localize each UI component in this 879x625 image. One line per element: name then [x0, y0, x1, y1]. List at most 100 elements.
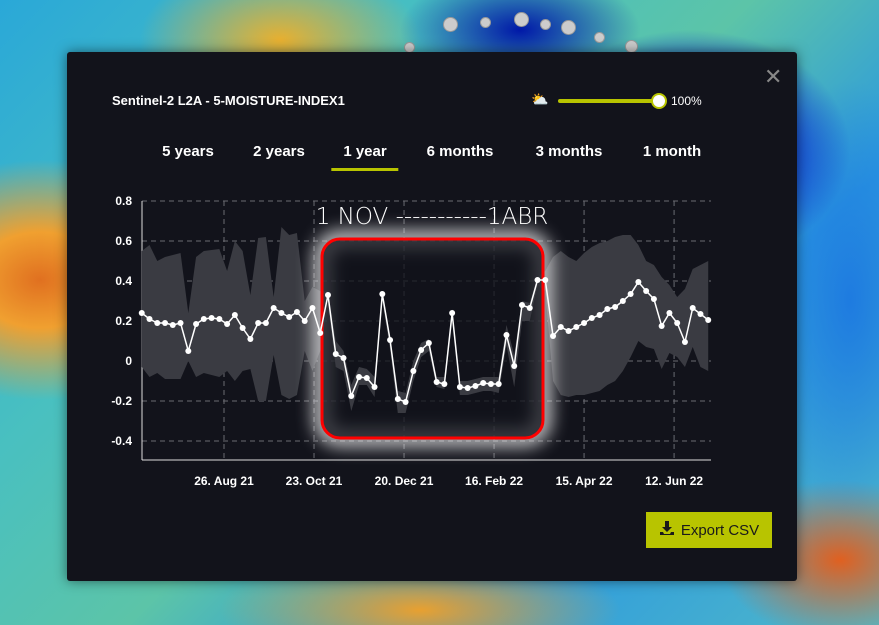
slider-handle[interactable] [651, 93, 667, 109]
data-point [674, 320, 681, 326]
data-point [231, 312, 238, 318]
data-point [550, 333, 557, 339]
data-point [262, 320, 269, 326]
close-icon[interactable]: ✕ [764, 64, 783, 89]
cloud-sun-icon: ⛅ [531, 91, 549, 107]
min-max-band [141, 227, 709, 413]
data-point [177, 320, 184, 326]
tab-3-months[interactable]: 3 months [535, 143, 603, 160]
cloud-coverage-slider[interactable] [558, 99, 658, 103]
data-point [340, 355, 347, 361]
data-point [224, 321, 231, 327]
data-point [293, 309, 300, 315]
data-point [464, 385, 471, 391]
data-point [278, 310, 285, 316]
data-point [146, 316, 153, 322]
x-tick-label: 26. Aug 21 [194, 474, 254, 488]
export-csv-button[interactable]: Export CSV [646, 512, 772, 548]
export-csv-label: Export CSV [680, 521, 760, 539]
data-point [604, 306, 611, 312]
data-point [138, 310, 145, 316]
data-point [449, 310, 456, 316]
data-point [565, 328, 572, 334]
x-tick-label: 16. Feb 22 [465, 474, 523, 488]
dialog-title: Sentinel-2 L2A - 5-MOISTURE-INDEX1 [112, 93, 345, 108]
map-vertex[interactable] [443, 17, 458, 32]
y-tick-label: -0.2 [111, 394, 132, 408]
data-point [534, 277, 541, 283]
data-point [596, 312, 603, 318]
data-point [216, 316, 223, 322]
download-icon [659, 520, 675, 540]
data-point [208, 315, 215, 321]
data-point [666, 310, 673, 316]
data-point [705, 317, 712, 323]
annotation-text: 1 NOV -----------1ABR [316, 204, 549, 230]
x-tick-label: 15. Apr 22 [556, 474, 613, 488]
tab-5-years[interactable]: 5 years [162, 143, 214, 160]
data-point [526, 305, 533, 311]
map-vertex[interactable] [540, 19, 551, 30]
y-tick-label: 0.6 [115, 234, 132, 248]
map-vertex[interactable] [514, 12, 529, 27]
data-point [472, 383, 479, 389]
tab-6-months[interactable]: 6 months [426, 143, 494, 160]
y-tick-label: 0.2 [115, 314, 132, 328]
data-point [379, 291, 386, 297]
data-point [588, 315, 595, 321]
data-point [239, 325, 246, 331]
data-point [650, 296, 657, 302]
data-point [487, 381, 494, 387]
y-tick-label: 0.4 [115, 274, 132, 288]
x-tick-label: 23. Oct 21 [286, 474, 343, 488]
data-point [193, 321, 200, 327]
data-point [154, 320, 161, 326]
data-point [480, 380, 487, 386]
data-point [557, 324, 564, 330]
data-point [441, 381, 448, 387]
data-point [286, 314, 293, 320]
data-point [511, 363, 518, 369]
data-point [643, 288, 650, 294]
tab-2-years[interactable]: 2 years [253, 143, 305, 160]
data-point [162, 320, 169, 326]
data-point [200, 316, 207, 322]
data-point [324, 292, 331, 298]
data-point [247, 336, 254, 342]
data-point [332, 351, 339, 357]
data-point [410, 368, 417, 374]
data-point [681, 339, 688, 345]
data-point [418, 347, 425, 353]
data-point [542, 277, 549, 283]
map-vertex[interactable] [561, 20, 576, 35]
data-point [581, 320, 588, 326]
y-tick-label: 0.8 [115, 194, 132, 208]
data-point [270, 305, 277, 311]
data-point [518, 302, 525, 308]
tab-1-month[interactable]: 1 month [642, 143, 702, 160]
data-point [402, 399, 409, 405]
data-point [301, 318, 308, 324]
data-point [495, 381, 502, 387]
data-point [689, 305, 696, 311]
data-point [317, 330, 324, 336]
data-point [387, 337, 394, 343]
tab-1-year[interactable]: 1 year [331, 143, 400, 171]
data-point [309, 305, 316, 311]
data-point [503, 332, 510, 338]
map-vertex[interactable] [480, 17, 491, 28]
data-point [185, 348, 192, 354]
y-tick-label: -0.4 [111, 434, 132, 448]
data-point [433, 379, 440, 385]
data-point [371, 384, 378, 390]
y-tick-label: 0 [125, 354, 132, 368]
data-point [619, 298, 626, 304]
x-tick-label: 12. Jun 22 [645, 474, 703, 488]
cloud-coverage-value: 100% [671, 94, 702, 108]
data-point [363, 375, 370, 381]
data-point [627, 291, 634, 297]
map-vertex[interactable] [594, 32, 605, 43]
data-point [255, 320, 262, 326]
data-point [658, 323, 665, 329]
